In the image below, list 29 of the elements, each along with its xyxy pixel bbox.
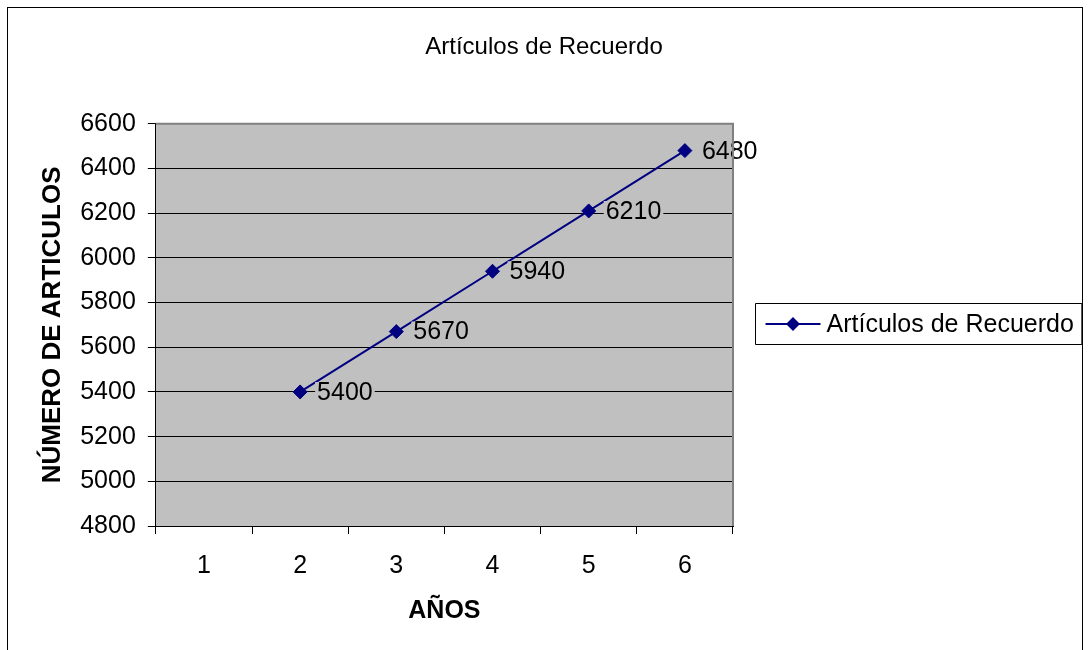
y-tick-label: 6000 bbox=[80, 241, 136, 270]
y-tick-label: 5000 bbox=[80, 465, 136, 494]
y-tick-label: 5800 bbox=[80, 286, 136, 315]
legend-label: Artículos de Recuerdo bbox=[826, 308, 1074, 337]
point bbox=[292, 384, 308, 400]
x-tick-label: 3 bbox=[389, 549, 404, 578]
data-label: 5670 bbox=[413, 316, 469, 345]
point bbox=[581, 203, 597, 219]
data-label: 5400 bbox=[317, 376, 373, 405]
x-tick-label: 4 bbox=[485, 549, 500, 578]
data-label: 5940 bbox=[509, 256, 566, 285]
point bbox=[485, 263, 501, 279]
y-tick-label: 5400 bbox=[80, 375, 136, 404]
y-tick-label: 5600 bbox=[80, 331, 136, 360]
x-tick-label: 2 bbox=[293, 549, 308, 578]
point bbox=[677, 143, 693, 159]
y-tick-label: 6400 bbox=[80, 152, 136, 181]
data-label: 6210 bbox=[605, 195, 662, 224]
x-tick-label: 5 bbox=[581, 549, 596, 578]
x-axis-title: AÑOS bbox=[408, 593, 481, 623]
y-tick-label: 4800 bbox=[80, 509, 136, 538]
y-tick-label: 6600 bbox=[80, 107, 136, 136]
chart-title: Artículos de Recuerdo bbox=[425, 32, 663, 60]
y-tick-label: 6200 bbox=[80, 197, 136, 226]
point bbox=[388, 324, 404, 340]
x-tick-label: 6 bbox=[677, 549, 692, 578]
x-tick-label: 1 bbox=[196, 549, 211, 578]
y-axis-title: NÚMERO DE ARTICULOS bbox=[35, 166, 66, 484]
y-tick-label: 5200 bbox=[80, 420, 136, 449]
